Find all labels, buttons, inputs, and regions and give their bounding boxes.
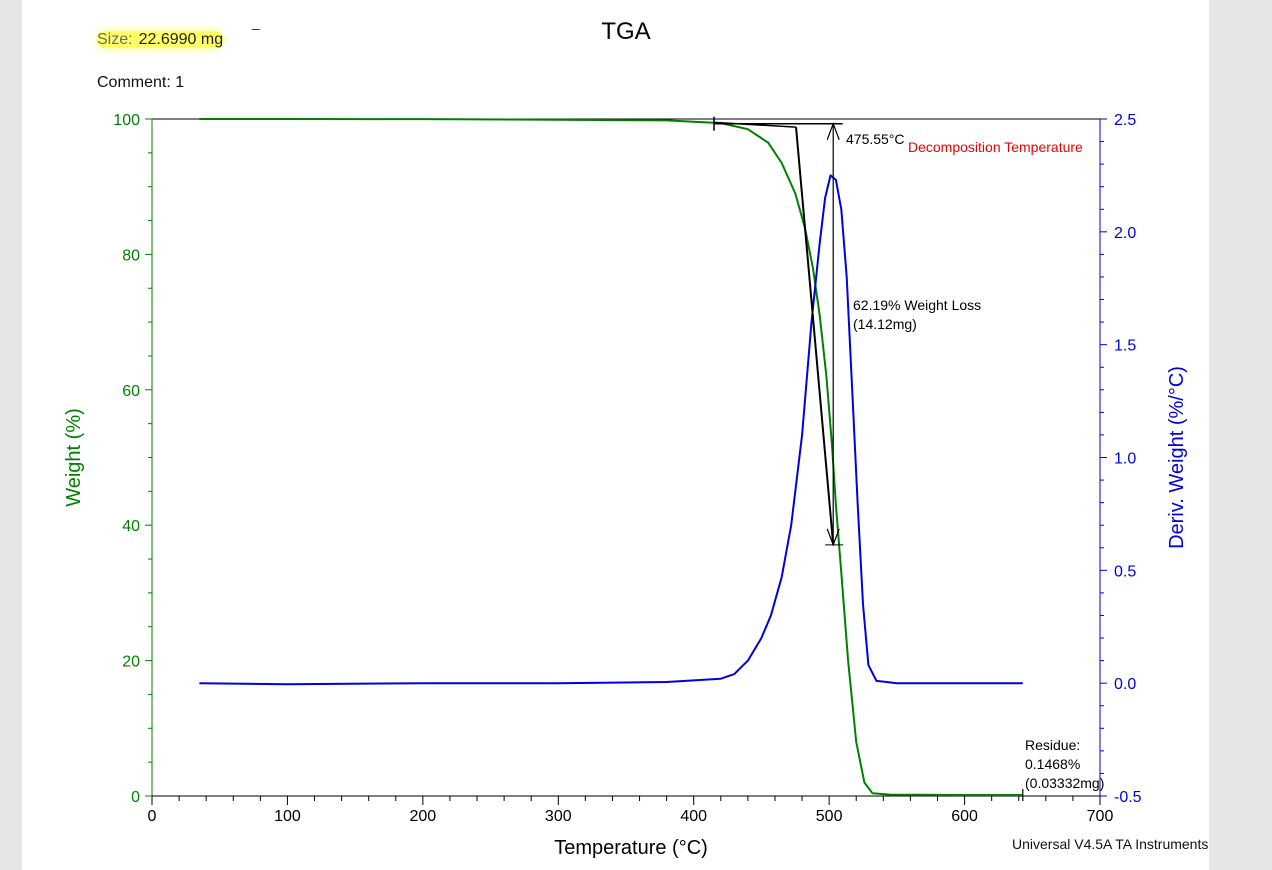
software-credit: Universal V4.5A TA Instruments [1012, 836, 1209, 852]
x-tick-label: 200 [410, 808, 437, 825]
x-tick-label: 500 [816, 808, 843, 825]
weight-loss-label: 62.19% Weight Loss [853, 297, 981, 313]
onset-caption: Decomposition Temperature [908, 139, 1083, 155]
x-axis-label: Temperature (°C) [554, 837, 708, 859]
x-tick-label: 700 [1087, 808, 1114, 825]
header-dash: – [252, 20, 260, 36]
y2-tick-label: 1.5 [1114, 338, 1136, 355]
deriv-weight-line [199, 174, 1023, 686]
y2-tick-label: 0.5 [1114, 563, 1136, 580]
residue-mass: (0.03332mg) [1025, 775, 1104, 791]
report-page: Size: 22.6990 mg – Comment: 1 Universal V… [22, 0, 1209, 870]
size-value: 22.6990 mg [138, 31, 224, 48]
y-tick-label: 60 [122, 383, 140, 400]
y2-tick-label: 1.0 [1114, 451, 1136, 468]
sample-comment: Comment: 1 [97, 74, 185, 91]
y-tick-label: 20 [122, 654, 140, 671]
x-tick-label: 400 [680, 808, 707, 825]
weight-line [199, 118, 1023, 796]
size-highlight: Size: 22.6990 mg [97, 31, 224, 48]
y2-tick-label: 2.5 [1114, 112, 1136, 129]
y2-tick-label: -0.5 [1114, 789, 1142, 806]
sample-size: Size: 22.6990 mg [97, 31, 224, 49]
y2-tick-label: 0.0 [1114, 676, 1136, 693]
onset-temp-label: 475.55°C [846, 131, 905, 147]
x-tick-label: 300 [545, 808, 572, 825]
x-tick-label: 600 [951, 808, 978, 825]
x-tick-label: 100 [274, 808, 301, 825]
y-tick-label: 40 [122, 518, 140, 535]
y2-tick-label: 2.0 [1114, 225, 1136, 242]
chart-title: TGA [601, 18, 650, 45]
residue-percent: 0.1468% [1025, 756, 1080, 772]
x-tick-label: 0 [148, 808, 157, 825]
y-tick-label: 100 [113, 112, 140, 129]
residue-label: Residue: [1025, 737, 1080, 753]
y-tick-label: 0 [131, 789, 140, 806]
y-axis-label: Weight (%) [63, 408, 85, 507]
size-label: Size: [97, 31, 133, 48]
weight-loss-arrowhead-top [826, 122, 840, 140]
onset-slope-tangent [795, 127, 835, 545]
y2-axis-label: Deriv. Weight (%/°C) [1166, 366, 1188, 549]
y-tick-label: 80 [122, 247, 140, 264]
weight-loss-mass: (14.12mg) [853, 316, 917, 332]
